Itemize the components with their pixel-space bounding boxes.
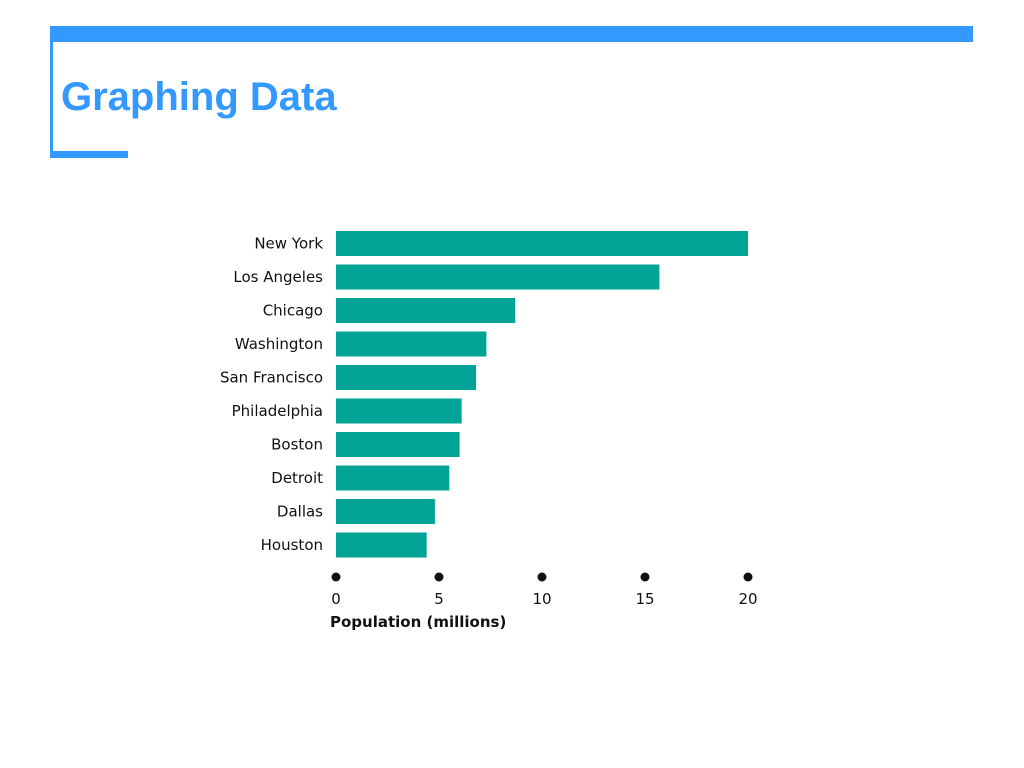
x-tick-label-20: 20 [738, 590, 757, 608]
slide-title: Graphing Data [61, 75, 337, 119]
category-label-los-angeles: Los Angeles [233, 268, 323, 286]
bar-san-francisco [336, 365, 477, 390]
x-axis: 0 5 10 15 20 [331, 572, 758, 608]
x-tick-label-0: 0 [331, 590, 341, 608]
x-tick-label-10: 10 [532, 590, 551, 608]
bars-layer [336, 231, 748, 558]
x-tick-dot-0 [331, 572, 341, 582]
category-label-new-york: New York [254, 235, 323, 253]
header-left-rule [50, 26, 53, 158]
bar-houston [336, 532, 427, 558]
bar-boston [336, 432, 460, 457]
x-axis-title: Population (millions) [330, 613, 506, 631]
x-tick-label-5: 5 [434, 590, 444, 608]
bar-new-york [336, 231, 748, 256]
header-bottom-rule [50, 151, 128, 158]
bar-chicago [336, 298, 516, 323]
x-tick-dot-15 [640, 572, 650, 582]
bar-philadelphia [336, 398, 462, 424]
category-label-dallas: Dallas [277, 503, 323, 521]
category-label-boston: Boston [271, 436, 323, 454]
category-labels: New York Los Angeles Chicago Washington San … [220, 235, 323, 555]
category-label-washington: Washington [235, 335, 323, 353]
category-label-philadelphia: Philadelphia [232, 402, 323, 420]
category-label-san-francisco: San Francisco [220, 369, 323, 387]
bar-washington [336, 331, 487, 357]
x-tick-dot-10 [537, 572, 547, 582]
bar-dallas [336, 499, 435, 524]
header-accent-bar [50, 26, 973, 42]
x-tick-label-15: 15 [635, 590, 654, 608]
x-tick-dot-20 [743, 572, 753, 582]
category-label-houston: Houston [261, 536, 323, 554]
bar-los-angeles [336, 264, 660, 290]
category-label-detroit: Detroit [271, 469, 323, 487]
category-label-chicago: Chicago [263, 302, 323, 320]
bar-detroit [336, 465, 450, 491]
x-tick-dot-5 [434, 572, 444, 582]
